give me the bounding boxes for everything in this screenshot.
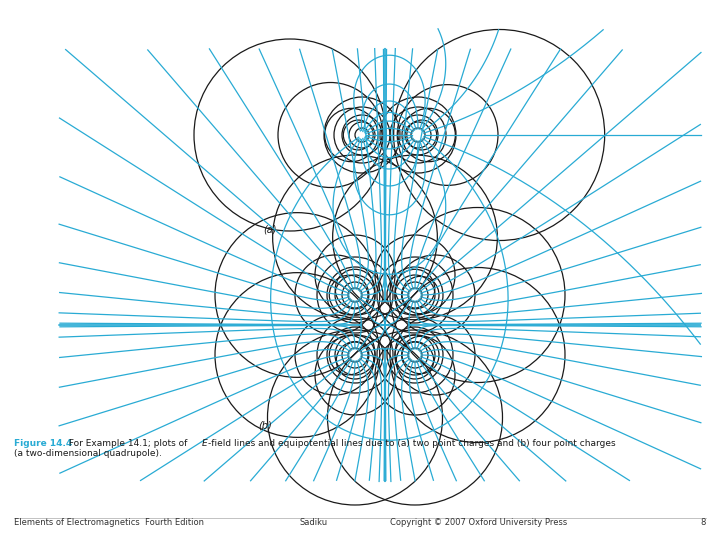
Text: Sadiku: Sadiku [300, 518, 328, 527]
Text: Elements of Electromagnetics  Fourth Edition: Elements of Electromagnetics Fourth Edit… [14, 518, 204, 527]
Text: Copyright © 2007 Oxford University Press: Copyright © 2007 Oxford University Press [390, 518, 567, 527]
Text: For Example 14.1; plots of: For Example 14.1; plots of [66, 439, 190, 448]
Text: 8: 8 [701, 518, 706, 527]
Text: (a two-dimensional quadrupole).: (a two-dimensional quadrupole). [14, 449, 162, 458]
Text: E: E [202, 439, 208, 448]
Text: -field lines and equipotential lines due to (a) two point charges and (b) four p: -field lines and equipotential lines due… [208, 439, 616, 448]
Text: (a): (a) [264, 225, 276, 235]
Text: (b): (b) [258, 420, 272, 430]
Text: Figure 14.4: Figure 14.4 [14, 439, 72, 448]
